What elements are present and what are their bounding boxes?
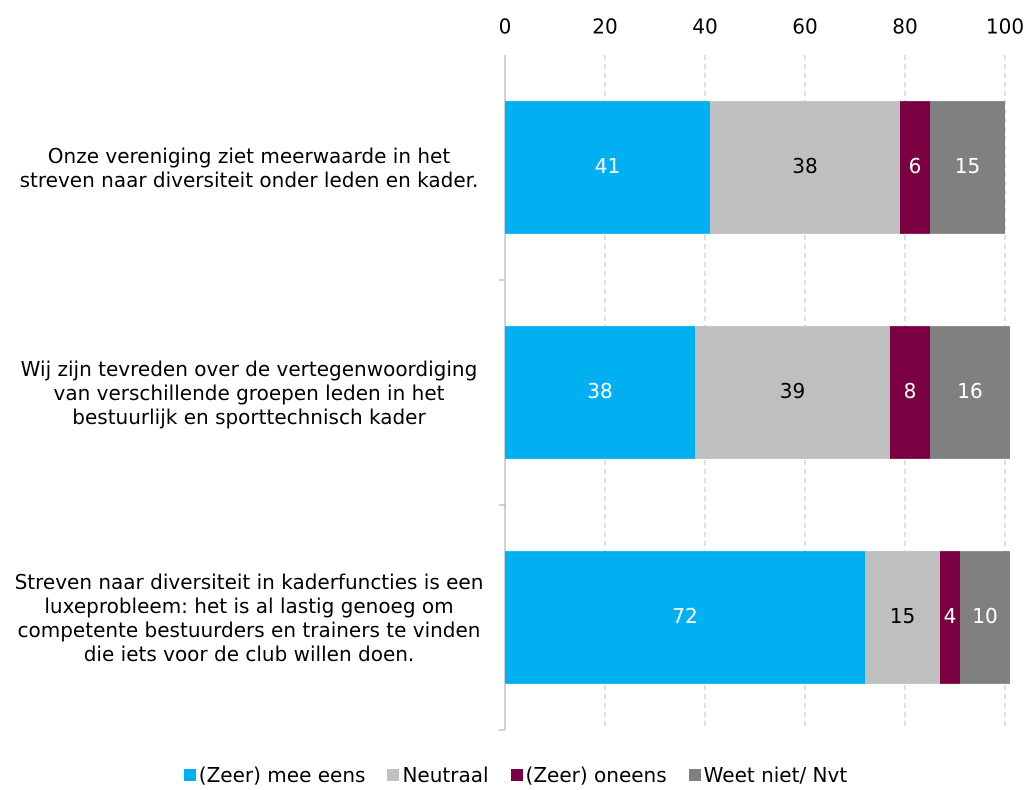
data-label: 41 <box>595 154 620 178</box>
legend-label: Neutraal <box>402 763 489 787</box>
x-tick-label: 40 <box>692 15 717 39</box>
x-tick-label: 0 <box>499 15 512 39</box>
data-label: 72 <box>672 604 697 628</box>
data-label: 4 <box>944 604 957 628</box>
bar-segment <box>930 101 1005 234</box>
data-label: 6 <box>909 154 922 178</box>
bar-segment <box>505 551 865 684</box>
x-tick-label: 80 <box>892 15 917 39</box>
legend-label: (Zeer) mee eens <box>198 763 366 787</box>
legend-label: Weet niet/ Nvt <box>703 763 848 787</box>
bar-segment <box>695 326 890 459</box>
data-label: 8 <box>904 379 917 403</box>
bar-segment <box>865 551 940 684</box>
legend-item: Neutraal <box>387 763 489 787</box>
bar-segment <box>930 326 1010 459</box>
bar-segment <box>710 101 900 234</box>
category-label: Streven naar diversiteit in kaderfunctie… <box>14 569 484 666</box>
data-label: 15 <box>890 604 915 628</box>
data-label: 16 <box>957 379 982 403</box>
x-tick-label: 60 <box>792 15 817 39</box>
bar-segment <box>900 101 930 234</box>
legend-swatch <box>387 769 400 781</box>
bar-segment <box>960 551 1010 684</box>
bar-segment <box>940 551 960 684</box>
legend-swatch <box>510 769 523 781</box>
legend-item: (Zeer) mee eens <box>183 763 366 787</box>
data-label: 38 <box>587 379 612 403</box>
data-label: 39 <box>780 379 805 403</box>
bar-segment <box>505 326 695 459</box>
legend-item: Weet niet/ Nvt <box>688 763 848 787</box>
category-label: Wij zijn tevreden over de vertegenwoordi… <box>20 356 478 429</box>
x-tick-label: 20 <box>592 15 617 39</box>
data-label: 38 <box>792 154 817 178</box>
data-label: 10 <box>972 604 997 628</box>
bar-segment <box>890 326 930 459</box>
legend-swatch <box>688 769 701 781</box>
legend-swatch <box>183 769 196 781</box>
data-label: 15 <box>955 154 980 178</box>
legend-label: (Zeer) oneens <box>525 763 667 787</box>
bar-segment <box>505 101 710 234</box>
legend: (Zeer) mee eens Neutraal (Zeer) oneens Weet… <box>0 760 1031 790</box>
category-label: Onze vereniging ziet meerwaarde in het s… <box>19 143 479 192</box>
x-tick-label: 100 <box>986 15 1024 39</box>
legend-item: (Zeer) oneens <box>510 763 667 787</box>
